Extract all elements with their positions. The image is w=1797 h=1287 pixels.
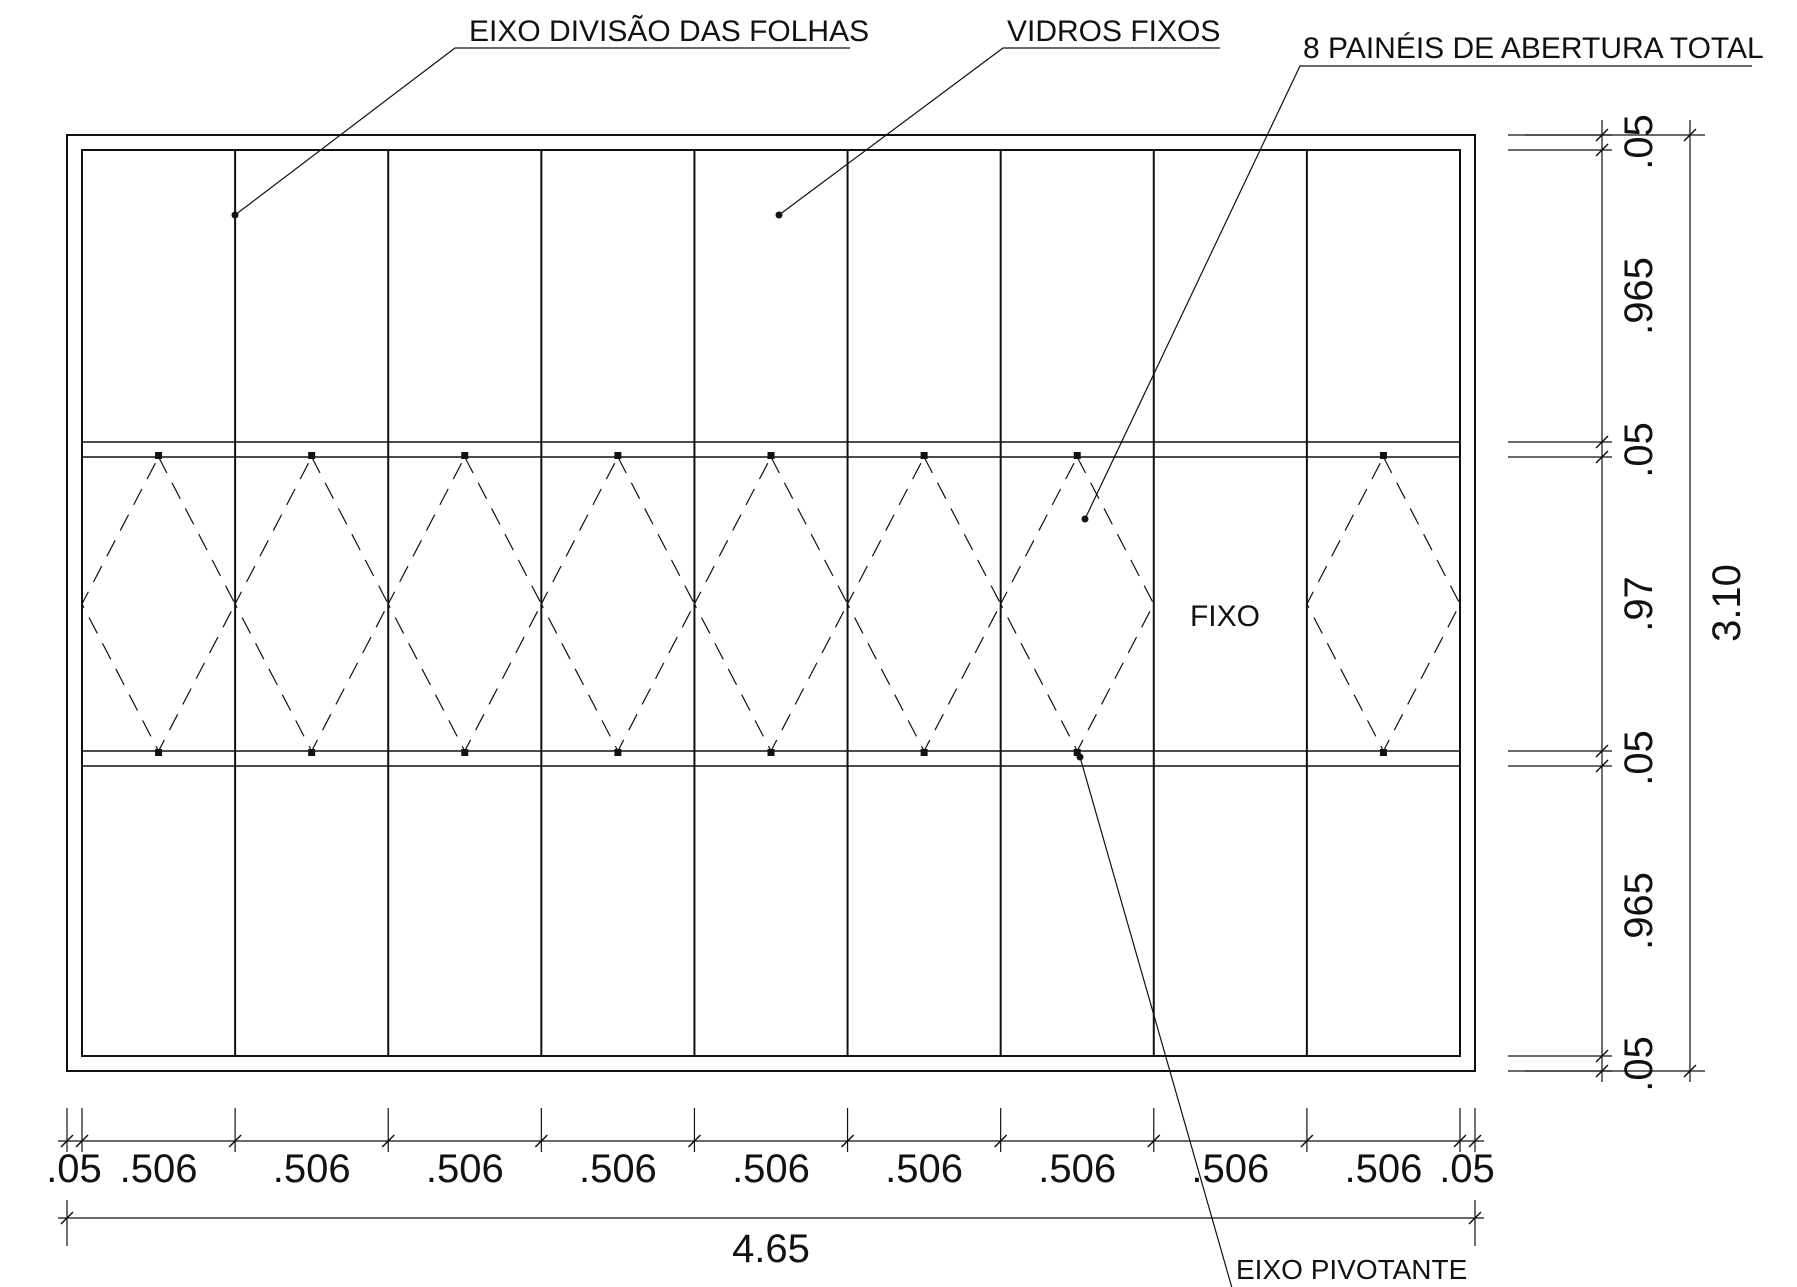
pivot-top-marker <box>1073 452 1081 459</box>
annotation-vidros-fixos: VIDROS FIXOS <box>775 15 1220 219</box>
leader-dot <box>231 211 239 219</box>
dimension-tick <box>1683 1064 1697 1078</box>
pivot-bottom-marker <box>461 749 469 756</box>
window-frame <box>66 134 1476 1072</box>
pivot-panel <box>693 452 849 756</box>
dimension-tick <box>60 1211 74 1225</box>
outer-frame <box>66 134 1476 1072</box>
dimension-tick <box>1595 143 1609 157</box>
pivot-panel <box>540 452 696 756</box>
dimension-tick <box>1595 1049 1609 1063</box>
pivot-top-marker <box>1379 452 1387 459</box>
vidros-fixos-label: VIDROS FIXOS <box>1007 15 1220 48</box>
eixo-pivotante-label: EIXO PIVOTANTE <box>1236 1254 1468 1285</box>
vertical-dimension-label: .05 <box>1617 1036 1661 1092</box>
annotation-eixo-divisao: EIXO DIVISÃO DAS FOLHAS <box>231 14 869 219</box>
opening-swing-line <box>846 455 1002 753</box>
vertical-dimension-label: .05 <box>1617 114 1661 170</box>
opening-swing-line <box>999 455 1155 753</box>
pivot-top-marker <box>920 452 928 459</box>
horizontal-dimension-label: .506 <box>426 1147 504 1191</box>
pivot-top-marker <box>155 452 163 459</box>
horizontal-dimension-label: .506 <box>1038 1147 1116 1191</box>
opening-swing-line <box>540 455 696 753</box>
opening-swing-line <box>81 455 236 753</box>
pivot-top-marker <box>614 452 622 459</box>
dimension-tick <box>381 1134 395 1148</box>
horizontal-dimension-label: .506 <box>120 1147 198 1191</box>
pivot-top-marker <box>767 452 775 459</box>
total-width-label: 4.65 <box>732 1227 810 1271</box>
annotation-paineis: 8 PAINÉIS DE ABERTURA TOTAL <box>1081 32 1764 523</box>
dimension-tick <box>1300 1134 1314 1148</box>
horizontal-dimension-label: .05 <box>46 1147 102 1191</box>
pivot-panel <box>234 452 389 756</box>
leader-line <box>234 47 850 216</box>
pivot-panel <box>999 452 1155 756</box>
pivot-top-marker <box>461 452 469 459</box>
horizontal-dimension-label: .506 <box>579 1147 657 1191</box>
pivot-panel <box>387 452 543 756</box>
dimension-tick <box>1453 1134 1467 1148</box>
horizontal-dimension-label: .506 <box>1345 1147 1423 1191</box>
horizontal-dimension-label: .506 <box>1191 1147 1269 1191</box>
pivot-panel <box>81 452 236 756</box>
horizontal-dimensions: .05 .506 .506 .506 .506 .506 .506 .506 .506 .506.… <box>46 1108 1495 1271</box>
leader-line <box>778 47 1220 216</box>
vertical-dimension-label: .97 <box>1617 576 1661 632</box>
leader-line <box>1079 756 1233 1287</box>
opening-swing-line <box>234 455 389 753</box>
dimension-tick <box>1468 1211 1482 1225</box>
pivot-bottom-marker <box>155 749 163 756</box>
horizontal-dimension-label: .506 <box>732 1147 810 1191</box>
dimension-tick <box>687 1134 701 1148</box>
dimension-tick <box>841 1134 855 1148</box>
horizontal-dimension-label: .05 <box>1439 1147 1495 1191</box>
dimension-tick <box>60 1134 74 1148</box>
leader-dot <box>1081 515 1089 523</box>
pivot-bottom-marker <box>1379 749 1387 756</box>
leader-dot <box>775 211 783 219</box>
pivot-panel <box>846 452 1002 756</box>
horizontal-dimension-label: .506 <box>273 1147 351 1191</box>
dimension-tick <box>1468 1134 1482 1148</box>
dimension-tick <box>1683 128 1697 142</box>
dimension-tick <box>75 1134 89 1148</box>
paineis-label: 8 PAINÉIS DE ABERTURA TOTAL <box>1303 32 1764 65</box>
vertical-dimension-label: .965 <box>1617 257 1661 335</box>
panel-dividers <box>234 150 1308 1056</box>
pivot-panel <box>1306 452 1461 756</box>
pivot-bottom-marker <box>1073 749 1081 756</box>
dimension-tick <box>1595 435 1609 449</box>
leader-line <box>1084 65 1752 520</box>
dimension-tick <box>1595 450 1609 464</box>
pivot-bottom-marker <box>920 749 928 756</box>
dimension-tick <box>1595 759 1609 773</box>
leader-dot <box>1076 753 1084 761</box>
pivot-bottom-marker <box>767 749 775 756</box>
opening-swing-line <box>387 455 543 753</box>
dimension-tick <box>534 1134 548 1148</box>
annotation-eixo-pivotante <box>1076 753 1233 1287</box>
dimension-tick <box>994 1134 1008 1148</box>
opening-swing-line <box>693 455 849 753</box>
fixed-panel-label: FIXO <box>1190 600 1260 633</box>
dimension-tick <box>1595 744 1609 758</box>
dimension-tick <box>228 1134 242 1148</box>
horizontal-dimension-label: .506 <box>885 1147 963 1191</box>
vertical-dimensions: .05 .965 .05 .97 .05 .965 .05 3.10 <box>1508 114 1749 1092</box>
total-height-label: 3.10 <box>1705 564 1749 642</box>
vertical-dimension-label: .05 <box>1617 422 1661 478</box>
pivot-panels <box>81 452 1461 756</box>
pivot-bottom-marker <box>614 749 622 756</box>
pivot-bottom-marker <box>308 749 316 756</box>
vertical-dimension-label: .965 <box>1617 872 1661 950</box>
pivot-top-marker <box>308 452 316 459</box>
opening-swing-line <box>1306 455 1461 753</box>
vertical-dimension-label: .05 <box>1617 730 1661 786</box>
eixo-divisao-label: EIXO DIVISÃO DAS FOLHAS <box>469 14 869 48</box>
dimension-tick <box>1147 1134 1161 1148</box>
